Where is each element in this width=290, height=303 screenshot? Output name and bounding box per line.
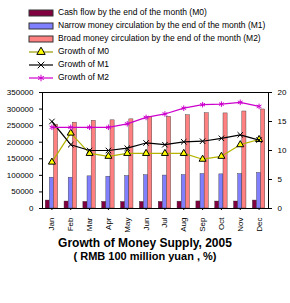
html-text:Growth of M1: Growth of M1 [58, 59, 109, 69]
svg-text:5: 5 [278, 175, 283, 184]
svg-text:Jul: Jul [160, 217, 169, 227]
html-text:Broad money circulation by the: Broad money circulation by the end of th… [58, 33, 261, 43]
html-text:Cash flow by the end of the mo: Cash flow by the end of the month (M0) [58, 7, 207, 17]
svg-text:Jun: Jun [142, 218, 151, 231]
svg-text:Dec: Dec [255, 218, 264, 232]
html-text:Growth of Money Supply, 2005: Growth of Money Supply, 2005 [58, 236, 232, 250]
svg-text:200000: 200000 [7, 138, 34, 147]
html-text:( RMB 100 million yuan , %): ( RMB 100 million yuan , %) [73, 250, 217, 262]
svg-text:100000: 100000 [7, 171, 34, 180]
svg-text:50000: 50000 [11, 187, 34, 196]
svg-text:Nov: Nov [236, 218, 245, 232]
svg-text:Mar: Mar [85, 217, 94, 231]
html-text:Growth of M0: Growth of M0 [58, 46, 109, 56]
svg-text:Jan: Jan [47, 218, 56, 231]
svg-text:10: 10 [278, 146, 287, 155]
svg-text:250000: 250000 [7, 121, 34, 130]
svg-text:20: 20 [278, 88, 287, 97]
svg-text:May: May [123, 218, 132, 233]
html-text:Growth of M2: Growth of M2 [58, 72, 109, 82]
svg-text:150000: 150000 [7, 154, 34, 163]
svg-text:0: 0 [29, 204, 34, 213]
svg-text:0: 0 [278, 204, 283, 213]
svg-text:350000: 350000 [7, 88, 34, 97]
svg-text:Feb: Feb [66, 217, 75, 231]
html-text:Narrow money circulation by th: Narrow money circulation by the end of t… [58, 20, 266, 30]
svg-text:Oct: Oct [217, 217, 226, 230]
svg-text:300000: 300000 [7, 105, 34, 114]
svg-text:Sep: Sep [198, 217, 207, 232]
svg-text:15: 15 [278, 117, 287, 126]
svg-text:Apr: Apr [104, 217, 113, 230]
svg-text:Aug: Aug [179, 218, 188, 232]
